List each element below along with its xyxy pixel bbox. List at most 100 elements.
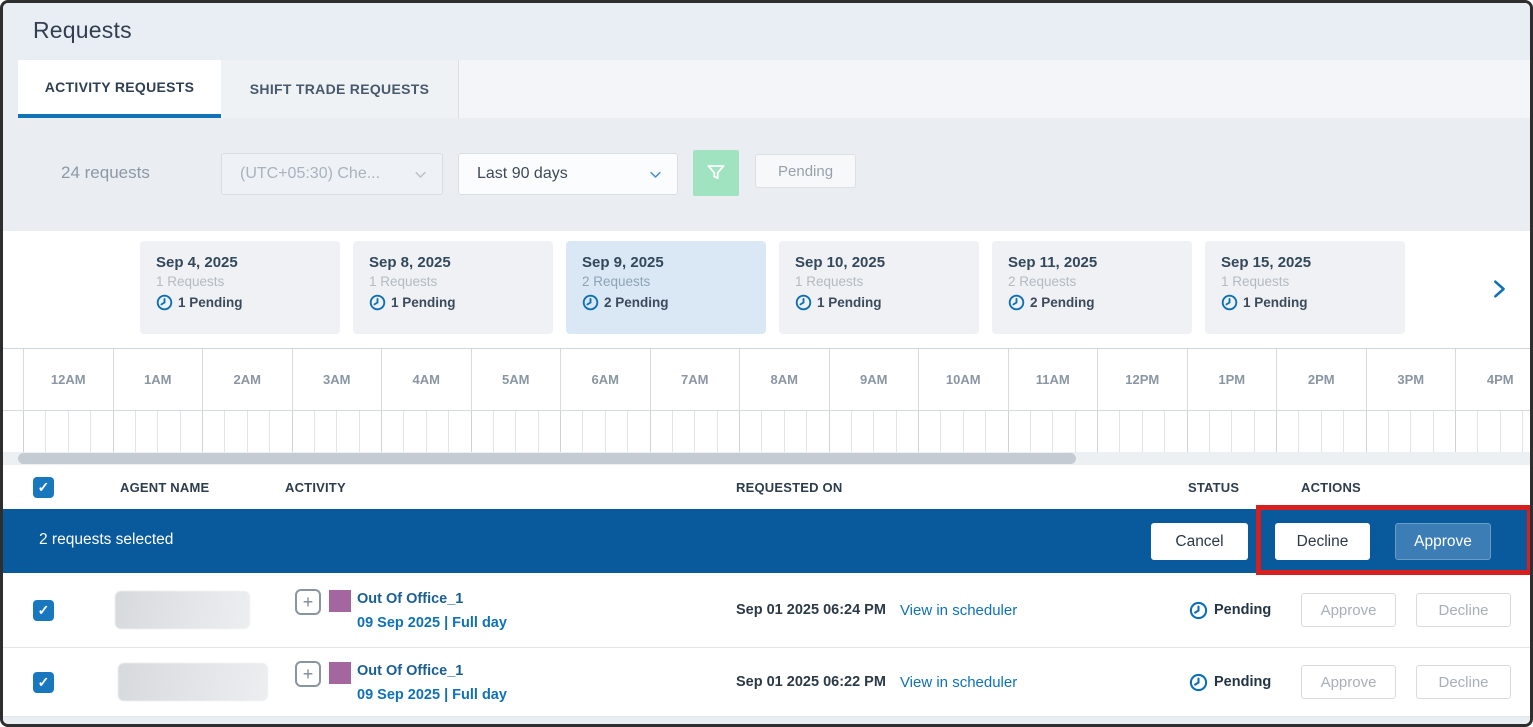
- hour-cell: 2AM: [202, 349, 292, 410]
- chevron-down-icon: [648, 167, 663, 182]
- row-decline-button[interactable]: Decline: [1416, 665, 1511, 699]
- bulk-cancel-button[interactable]: Cancel: [1151, 523, 1248, 560]
- date-card-date: Sep 11, 2025: [1008, 254, 1098, 271]
- tick-cell: [1186, 411, 1209, 452]
- tick-cell: [492, 411, 515, 452]
- tick-cell: [1276, 411, 1298, 452]
- date-card-requests: 1 Requests: [795, 274, 864, 289]
- request-count: 24 requests: [61, 163, 150, 182]
- expand-plus-icon[interactable]: +: [295, 661, 321, 687]
- date-card-sep11[interactable]: Sep 11, 2025 2 Requests 2 Pending: [992, 241, 1192, 334]
- expand-plus-icon[interactable]: +: [295, 589, 321, 615]
- view-in-scheduler-link[interactable]: View in scheduler: [899, 601, 1018, 619]
- select-all-checkbox[interactable]: [33, 476, 54, 498]
- page-title: Requests: [33, 17, 132, 43]
- tick-cell: [1477, 411, 1499, 452]
- tab-shift-trade-requests[interactable]: SHIFT TRADE REQUESTS: [221, 60, 458, 118]
- clock-pending-icon: [369, 294, 386, 311]
- chevron-down-icon: [413, 167, 428, 182]
- row-approve-button[interactable]: Approve: [1301, 593, 1396, 627]
- row-checkbox[interactable]: [33, 599, 54, 621]
- clock-pending-icon: [1221, 294, 1238, 311]
- filter-button[interactable]: [693, 150, 739, 196]
- hour-cell: 3PM: [1365, 349, 1456, 410]
- tick-cell: [895, 411, 918, 452]
- tick-cell: [112, 411, 135, 452]
- date-card-sep15[interactable]: Sep 15, 2025 1 Requests 1 Pending: [1205, 241, 1405, 334]
- date-card-sep9-selected[interactable]: Sep 9, 2025 2 Requests 2 Pending: [566, 241, 766, 334]
- tick-cell: [604, 411, 627, 452]
- tick-cell: [291, 411, 314, 452]
- tab-activity-requests[interactable]: ACTIVITY REQUESTS: [18, 60, 221, 118]
- hour-cell: 1AM: [112, 349, 203, 410]
- tick-cell: [537, 411, 560, 452]
- clock-pending-icon: [582, 294, 599, 311]
- column-header-activity: ACTIVITY: [285, 479, 346, 495]
- activity-date-link[interactable]: 09 Sep 2025 | Full day: [357, 687, 507, 703]
- tick-cell: [1119, 411, 1141, 452]
- date-card-date: Sep 8, 2025: [369, 254, 451, 271]
- date-card-sep8[interactable]: Sep 8, 2025 1 Requests 1 Pending: [353, 241, 553, 334]
- bulk-approve-button[interactable]: Approve: [1395, 523, 1491, 560]
- scrollbar-thumb[interactable]: [18, 453, 1076, 464]
- date-card-sep4[interactable]: Sep 4, 2025 1 Requests 1 Pending: [140, 241, 340, 334]
- date-card-date: Sep 9, 2025: [582, 254, 664, 271]
- tick-cell: [90, 411, 112, 452]
- tick-cell: [671, 411, 694, 452]
- tick-cell: [1455, 411, 1477, 452]
- date-range-dropdown[interactable]: Last 90 days: [458, 153, 678, 195]
- tick-cell: [918, 411, 940, 452]
- activity-color-swatch: [329, 590, 351, 612]
- view-in-scheduler-link[interactable]: View in scheduler: [899, 673, 1018, 691]
- bulk-decline-button[interactable]: Decline: [1275, 523, 1370, 560]
- tab-shift-trade-requests-label: SHIFT TRADE REQUESTS: [249, 81, 430, 97]
- tick-cell: [1208, 411, 1231, 452]
- tick-cell: [739, 411, 761, 452]
- table-header: AGENT NAME ACTIVITY REQUESTED ON STATUS …: [3, 465, 1530, 509]
- tick-cell: [1074, 411, 1097, 452]
- tick-cell: [1164, 411, 1186, 452]
- date-card-date: Sep 15, 2025: [1221, 254, 1312, 271]
- timezone-dropdown-value: (UTC+05:30) Che...: [240, 165, 381, 182]
- tick-cell: [202, 411, 224, 452]
- timeline-scrollbar: [3, 452, 1530, 465]
- tick-cell: [157, 411, 179, 452]
- row-decline-button[interactable]: Decline: [1416, 593, 1511, 627]
- pending-filter-chip[interactable]: Pending: [755, 154, 857, 188]
- tick-cell: [1365, 411, 1388, 452]
- hour-cell: 2PM: [1276, 349, 1366, 410]
- activity-date-link[interactable]: 09 Sep 2025 | Full day: [357, 615, 507, 631]
- agent-name-redacted: [115, 591, 250, 629]
- tick-cell: [940, 411, 962, 452]
- hour-cell: 1PM: [1186, 349, 1277, 410]
- activity-name-link[interactable]: Out Of Office_1: [357, 591, 464, 607]
- activity-name-link[interactable]: Out Of Office_1: [357, 663, 464, 679]
- hour-cell: 7AM: [649, 349, 740, 410]
- tick-cell: [1029, 411, 1052, 452]
- next-dates-button[interactable]: [1482, 269, 1516, 309]
- row-approve-button[interactable]: Approve: [1301, 665, 1396, 699]
- tick-cell: [783, 411, 806, 452]
- hour-cell: 6AM: [560, 349, 650, 410]
- clock-pending-icon: [1008, 294, 1025, 311]
- clock-pending-icon: [156, 294, 173, 311]
- date-card-pending: 1 Pending: [1243, 295, 1308, 310]
- tick-cell: [246, 411, 269, 452]
- tick-cell: [336, 411, 358, 452]
- date-card-requests: 1 Requests: [369, 274, 438, 289]
- row-checkbox[interactable]: [33, 671, 54, 693]
- tick-cell: [1298, 411, 1320, 452]
- date-card-date: Sep 4, 2025: [156, 254, 238, 271]
- date-card-sep10[interactable]: Sep 10, 2025 1 Requests 1 Pending: [779, 241, 979, 334]
- tick-cell: [381, 411, 403, 452]
- tick-cell: [560, 411, 582, 452]
- tick-cell: [828, 411, 851, 452]
- hour-cell: 4AM: [381, 349, 471, 410]
- date-card-pending: 2 Pending: [1030, 295, 1095, 310]
- page-header: Requests: [3, 3, 1530, 60]
- tick-cell: [425, 411, 448, 452]
- timezone-dropdown[interactable]: (UTC+05:30) Che...: [221, 153, 443, 195]
- status-badge: Pending: [1214, 602, 1272, 618]
- tab-strip: ACTIVITY REQUESTS SHIFT TRADE REQUESTS: [3, 60, 1530, 118]
- hour-cell: 8AM: [739, 349, 829, 410]
